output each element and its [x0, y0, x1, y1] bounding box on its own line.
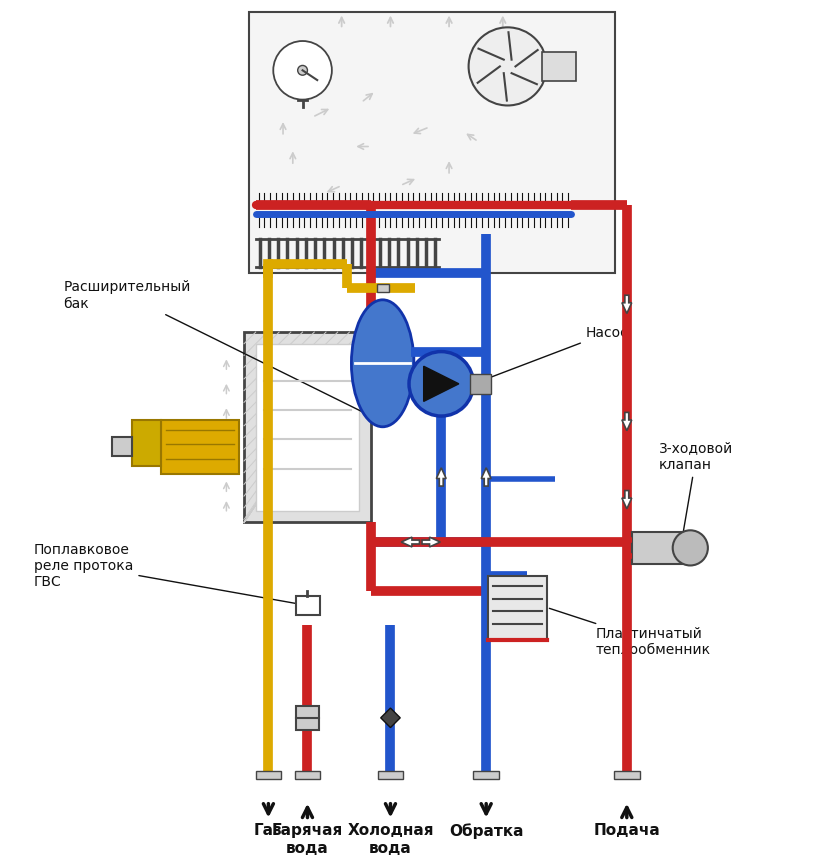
Bar	[296, 596, 319, 615]
Polygon shape	[380, 708, 400, 728]
Bar	[296, 706, 319, 729]
Bar	[244, 332, 370, 522]
Polygon shape	[481, 468, 491, 486]
Bar	[132, 420, 161, 466]
Polygon shape	[422, 537, 440, 547]
Polygon shape	[621, 295, 631, 314]
Bar	[487, 576, 546, 640]
Text: Холодная
вода: Холодная вода	[346, 823, 433, 856]
Bar	[256, 344, 359, 511]
Bar	[248, 12, 614, 273]
Ellipse shape	[351, 300, 414, 427]
Text: 3-ходовой
клапан: 3-ходовой клапан	[658, 442, 732, 545]
Circle shape	[468, 27, 546, 106]
Bar	[294, 771, 319, 779]
Circle shape	[409, 351, 473, 416]
Polygon shape	[423, 366, 459, 401]
Polygon shape	[436, 468, 446, 486]
Text: Гарячая
вода: Гарячая вода	[271, 823, 342, 856]
Text: Обратка: Обратка	[448, 823, 523, 839]
Text: Пластинчатый
теплообменник: Пластинчатый теплообменник	[549, 608, 710, 657]
Text: Расширительный
бак: Расширительный бак	[63, 280, 370, 416]
Circle shape	[297, 65, 307, 76]
Bar	[469, 374, 491, 393]
Bar	[112, 436, 132, 456]
Polygon shape	[621, 412, 631, 430]
Circle shape	[672, 530, 707, 565]
Bar	[378, 771, 403, 779]
Bar	[377, 284, 388, 292]
Polygon shape	[621, 490, 631, 509]
Text: Газ: Газ	[254, 823, 283, 838]
Bar	[631, 533, 681, 564]
Circle shape	[273, 41, 332, 100]
Text: Поплавковое
реле протока
ГВС: Поплавковое реле протока ГВС	[34, 543, 305, 605]
Bar	[541, 52, 575, 81]
Bar	[473, 771, 498, 779]
Bar	[613, 771, 639, 779]
Bar	[161, 420, 239, 473]
Bar	[256, 771, 281, 779]
Polygon shape	[400, 537, 419, 547]
Text: Насос: Насос	[476, 326, 628, 383]
Text: Подача: Подача	[593, 823, 659, 838]
